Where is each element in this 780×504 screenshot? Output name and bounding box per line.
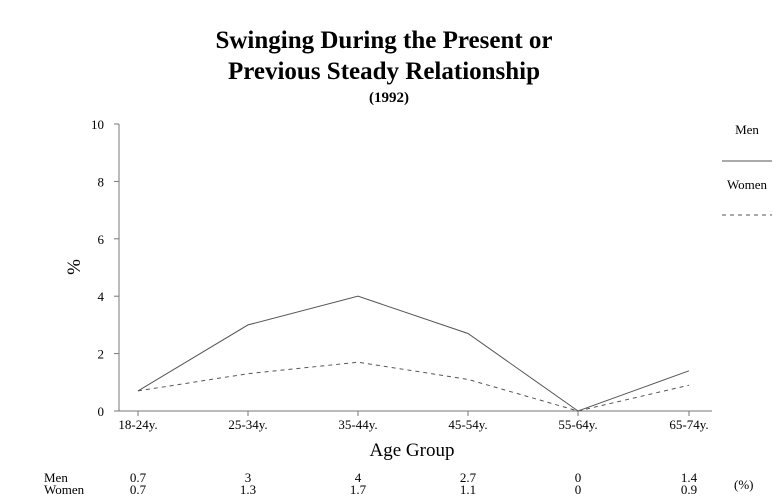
- legend-label-men: Men: [735, 122, 759, 137]
- table-cell: 0.9: [681, 482, 697, 497]
- y-tick-label: 2: [98, 347, 105, 362]
- table-cell: 1.3: [240, 482, 256, 497]
- data-table: Men 0.7 3 4 2.7 0 1.4 Women 0.7 1.3 1.7 1.1 0 0.9 (%): [44, 470, 754, 497]
- table-cell: 0.7: [130, 482, 147, 497]
- legend: Men Women: [722, 122, 772, 216]
- series-line-women: [137, 361, 690, 412]
- table-cell: 1.4: [681, 470, 698, 485]
- x-tick-label: 18-24y.: [118, 417, 157, 432]
- x-axis-title: Age Group: [370, 440, 455, 461]
- table-cell: 0: [575, 482, 582, 497]
- table-row-label: Women: [44, 482, 85, 497]
- chart-title-line-2: Previous Steady Relationship: [228, 58, 540, 85]
- y-axis-title: %: [64, 259, 85, 275]
- axes: 0 2 4 6 8 10 18-24y. 25-34y. 35-44y. 45-54y. 55-64…: [91, 117, 712, 432]
- chart-subtitle: (1992): [369, 90, 409, 106]
- table-cell: 1.7: [350, 482, 367, 497]
- table-row-label: Men: [44, 470, 68, 485]
- y-tick-label: 0: [98, 404, 105, 419]
- legend-label-women: Women: [727, 177, 768, 192]
- table-cell: 1.1: [460, 482, 476, 497]
- x-tick-label: 35-44y.: [338, 417, 377, 432]
- y-tick-label: 10: [91, 117, 104, 132]
- x-tick-label: 45-54y.: [448, 417, 487, 432]
- table-cell: 0: [575, 470, 582, 485]
- x-tick-label: 55-64y.: [558, 417, 597, 432]
- table-cell: 2.7: [460, 470, 477, 485]
- y-tick-label: 4: [98, 289, 105, 304]
- table-cell: 3: [245, 470, 252, 485]
- chart-title-line-1: Swinging During the Present or: [215, 27, 552, 54]
- table-unit: (%): [734, 477, 754, 492]
- x-tick-label: 65-74y.: [669, 417, 708, 432]
- y-tick-label: 6: [98, 232, 105, 247]
- table-cell: 4: [355, 470, 362, 485]
- series-lines: [137, 295, 690, 412]
- x-tick-label: 25-34y.: [228, 417, 267, 432]
- table-cell: 0.7: [130, 470, 147, 485]
- y-tick-label: 8: [98, 174, 105, 189]
- series-line-men: [137, 295, 690, 412]
